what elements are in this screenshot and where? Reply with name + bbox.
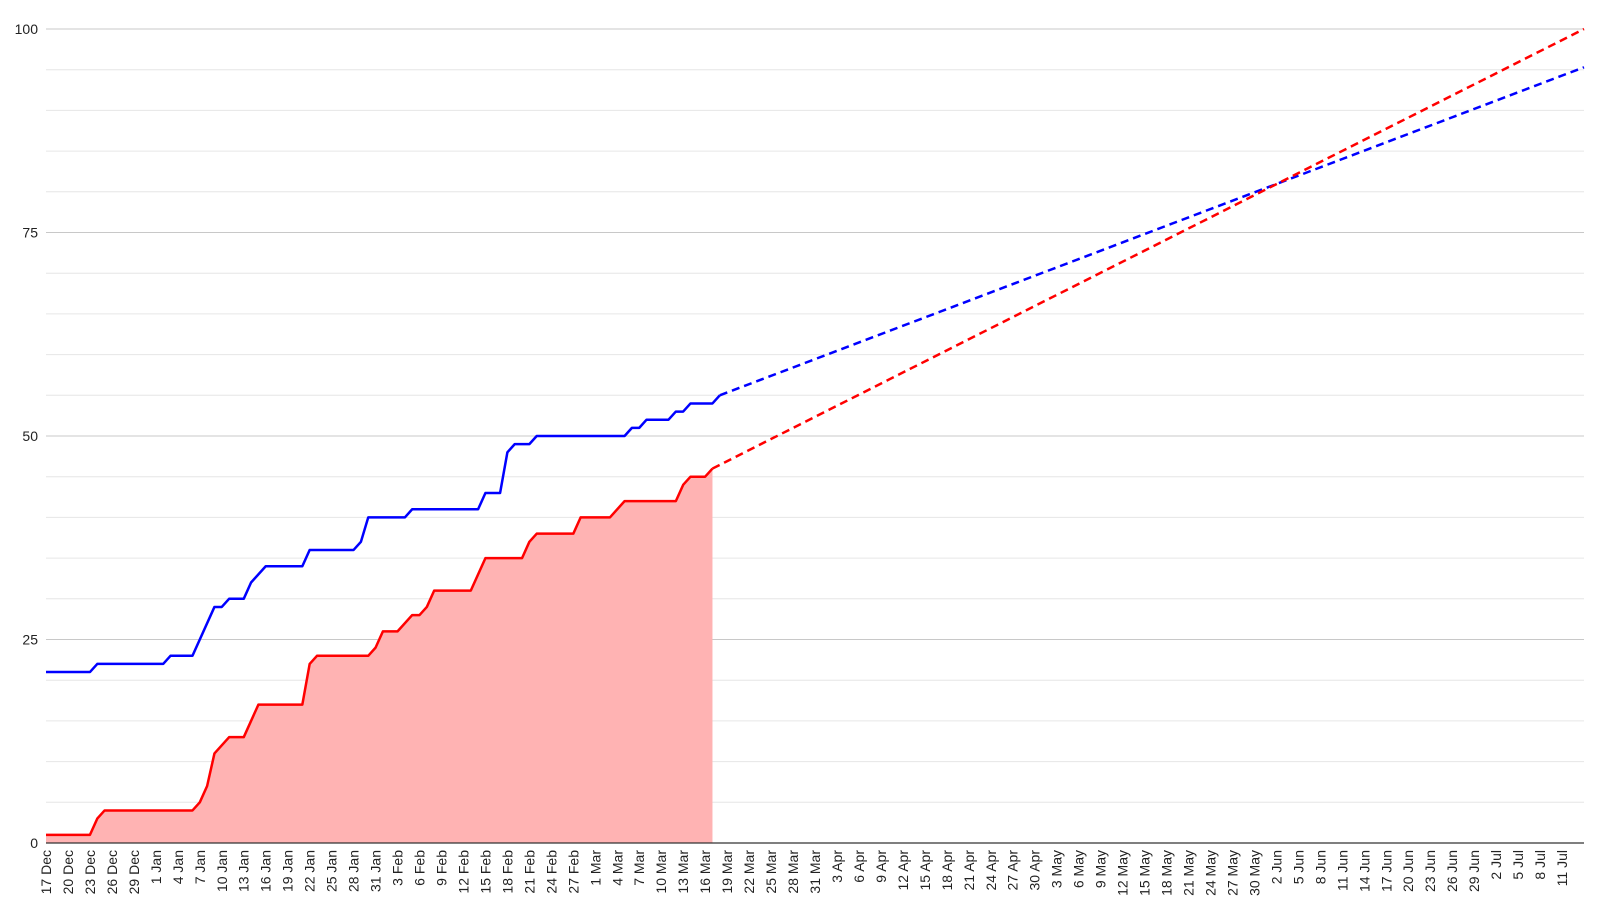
- x-tick-label: 10 Jan: [214, 850, 230, 892]
- x-tick-label: 28 Jan: [346, 850, 362, 892]
- x-tick-label: 30 Apr: [1027, 850, 1043, 891]
- x-tick-label: 24 Apr: [983, 850, 999, 891]
- x-tick-label: 3 Feb: [390, 850, 406, 886]
- x-tick-label: 10 Mar: [653, 850, 669, 894]
- x-tick-label: 26 Dec: [104, 850, 120, 894]
- x-tick-label: 15 Apr: [917, 850, 933, 891]
- x-tick-label: 21 Feb: [521, 850, 537, 894]
- x-tick-label: 1 Mar: [587, 850, 603, 886]
- x-tick-label: 8 Jul: [1532, 850, 1548, 880]
- x-tick-label: 9 Apr: [873, 850, 889, 883]
- y-tick-label: 0: [30, 835, 38, 851]
- series-2-dashed-line: [719, 66, 1585, 397]
- x-tick-label: 27 Apr: [1005, 850, 1021, 891]
- x-tick-label: 4 Mar: [609, 850, 625, 886]
- x-tick-label: 22 Jan: [302, 850, 318, 892]
- gridlines: [46, 28, 1584, 803]
- area-fill-layer: [46, 468, 713, 843]
- y-tick-label: 75: [22, 225, 38, 241]
- x-tick-label: 20 Jun: [1400, 850, 1416, 892]
- series-0-solid-line: [46, 394, 721, 674]
- x-tick-label: 16 Jan: [258, 850, 274, 892]
- x-tick-label: 29 Dec: [126, 850, 142, 894]
- x-tick-label: 21 May: [1181, 850, 1197, 896]
- x-tick-label: 18 Feb: [499, 850, 515, 894]
- x-tick-label: 28 Mar: [785, 850, 801, 894]
- x-tick-label: 31 Mar: [807, 850, 823, 894]
- x-tick-label: 9 Feb: [433, 850, 449, 886]
- x-tick-label: 24 Feb: [543, 850, 559, 894]
- y-tick-label: 50: [22, 428, 38, 444]
- x-tick-label: 24 May: [1202, 850, 1218, 896]
- series-1-area: [46, 468, 713, 843]
- x-tick-label: 11 Jun: [1334, 850, 1350, 891]
- x-tick-label: 15 Feb: [477, 850, 493, 894]
- x-tick-label: 17 Dec: [38, 850, 54, 894]
- series-lines: [46, 27, 1585, 837]
- x-tick-label: 19 Mar: [719, 850, 735, 894]
- x-tick-label: 7 Mar: [631, 850, 647, 886]
- x-tick-label: 20 Dec: [60, 850, 76, 894]
- x-tick-label: 6 Feb: [412, 850, 428, 886]
- x-tick-label: 1 Jan: [148, 850, 164, 884]
- x-tick-label: 29 Jun: [1466, 850, 1482, 892]
- x-tick-label: 2 Jul: [1488, 850, 1504, 880]
- x-tick-label: 26 Jun: [1444, 850, 1460, 892]
- x-tick-label: 7 Jan: [192, 850, 208, 884]
- y-tick-label: 25: [22, 632, 38, 648]
- x-tick-label: 6 May: [1071, 850, 1087, 888]
- x-tick-label: 22 Mar: [741, 850, 757, 894]
- x-tick-label: 8 Jun: [1312, 850, 1328, 884]
- x-tick-label: 27 Feb: [565, 850, 581, 894]
- x-tick-label: 25 Jan: [324, 850, 340, 892]
- x-tick-label: 4 Jan: [170, 850, 186, 884]
- x-tick-label: 13 Mar: [675, 850, 691, 894]
- y-tick-label: 100: [15, 21, 39, 37]
- x-tick-label: 21 Apr: [961, 850, 977, 891]
- x-tick-label: 3 Apr: [829, 850, 845, 883]
- x-tick-label: 16 Mar: [697, 850, 713, 894]
- x-tick-label: 31 Jan: [368, 850, 384, 892]
- x-tick-label: 5 Jun: [1290, 850, 1306, 884]
- x-tick-label: 17 Jun: [1378, 850, 1394, 892]
- x-tick-label: 11 Jul: [1554, 850, 1570, 886]
- x-tick-label: 12 Apr: [895, 850, 911, 891]
- series-3-dashed-line: [711, 27, 1585, 470]
- x-tick-label: 9 May: [1093, 850, 1109, 888]
- x-tick-label: 14 Jun: [1356, 850, 1372, 892]
- x-tick-label: 23 Dec: [82, 850, 98, 894]
- series-1-solid-line: [46, 467, 714, 837]
- x-tick-label: 27 May: [1224, 850, 1240, 896]
- axes: 0 25 50 75 100 17 Dec 20 Dec 23 Dec 26 Dec 29 Dec…: [15, 21, 1584, 896]
- x-tick-label: 3 May: [1049, 850, 1065, 888]
- x-tick-label: 5 Jul: [1510, 850, 1526, 880]
- x-tick-label: 12 Feb: [455, 850, 471, 894]
- x-tick-label: 25 Mar: [763, 850, 779, 894]
- x-tick-label: 19 Jan: [280, 850, 296, 892]
- x-tick-label: 15 May: [1137, 850, 1153, 896]
- x-tick-label: 18 Apr: [939, 850, 955, 891]
- x-tick-label: 18 May: [1159, 850, 1175, 896]
- x-tick-label: 6 Apr: [851, 850, 867, 883]
- x-tick-label: 12 May: [1115, 850, 1131, 896]
- x-tick-label: 13 Jan: [236, 850, 252, 892]
- x-tick-label: 2 Jun: [1268, 850, 1284, 884]
- x-tick-label: 23 Jun: [1422, 850, 1438, 892]
- x-tick-label: 30 May: [1246, 850, 1262, 896]
